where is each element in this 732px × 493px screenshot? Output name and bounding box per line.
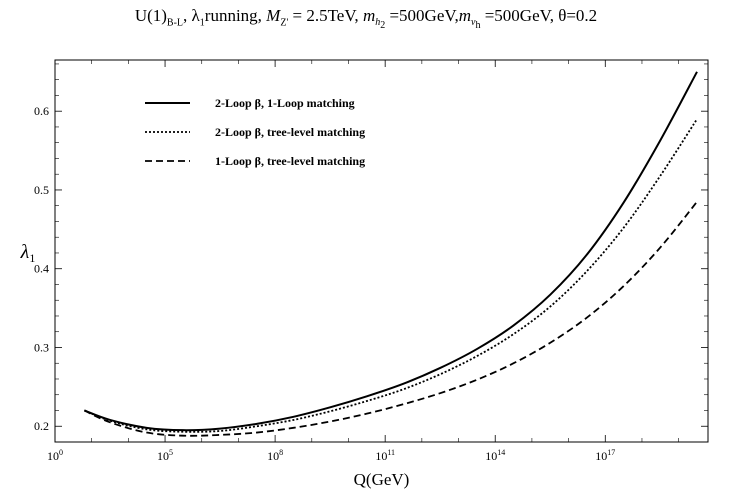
plot-frame (54, 59, 709, 443)
y-tick-label: 0.5 (34, 183, 49, 197)
y-tick-label: 0.6 (34, 104, 49, 118)
legend-label: 2-Loop β, 1-Loop matching (215, 96, 355, 110)
x-tick-label: 1014 (485, 448, 505, 463)
axis-ticks: 100 105 108 1011 1014 1017 0.2 0.3 0.4 0.5 0.6 (34, 60, 708, 463)
x-tick-label: 105 (157, 448, 173, 463)
x-tick-label: 1011 (375, 448, 395, 463)
x-tick-label: 100 (47, 448, 63, 463)
chart-title: U(1)B-L, λ1running, MZ' = 2.5TeV, mh2 =5… (134, 6, 598, 32)
x-tick-label: 108 (267, 448, 283, 463)
x-tick-label: 1017 (595, 448, 615, 463)
legend: 2-Loop β, 1-Loop matching 2-Loop β, tree-… (145, 96, 365, 168)
legend-label: 1-Loop β, tree-level matching (215, 154, 365, 168)
y-axis-label: λ1 (20, 241, 36, 265)
x-axis-label: Q(GeV) (354, 470, 410, 489)
series-line-dotted (84, 118, 698, 433)
legend-label: 2-Loop β, tree-level matching (215, 125, 365, 139)
y-tick-label: 0.3 (34, 340, 49, 354)
series-line-dashed (83, 201, 698, 437)
series-group (83, 71, 698, 437)
series-line-solid (83, 71, 698, 432)
y-tick-label: 0.2 (34, 419, 49, 433)
y-tick-label: 0.4 (34, 262, 49, 276)
